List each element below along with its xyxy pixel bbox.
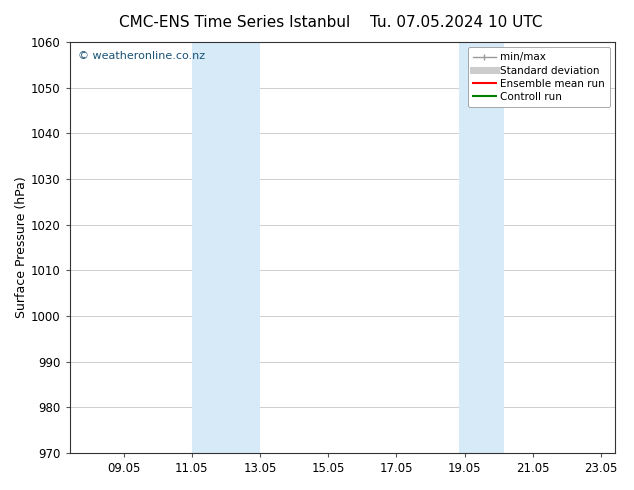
Text: © weatheronline.co.nz: © weatheronline.co.nz [78, 51, 205, 61]
Bar [459, 42, 504, 453]
Text: Tu. 07.05.2024 10 UTC: Tu. 07.05.2024 10 UTC [370, 15, 543, 30]
Y-axis label: Surface Pressure (hPa): Surface Pressure (hPa) [15, 176, 28, 318]
Bar [191, 42, 260, 453]
Text: CMC-ENS Time Series Istanbul: CMC-ENS Time Series Istanbul [119, 15, 350, 30]
Legend: min/max, Standard deviation, Ensemble mean run, Controll run: min/max, Standard deviation, Ensemble me… [468, 47, 610, 107]
